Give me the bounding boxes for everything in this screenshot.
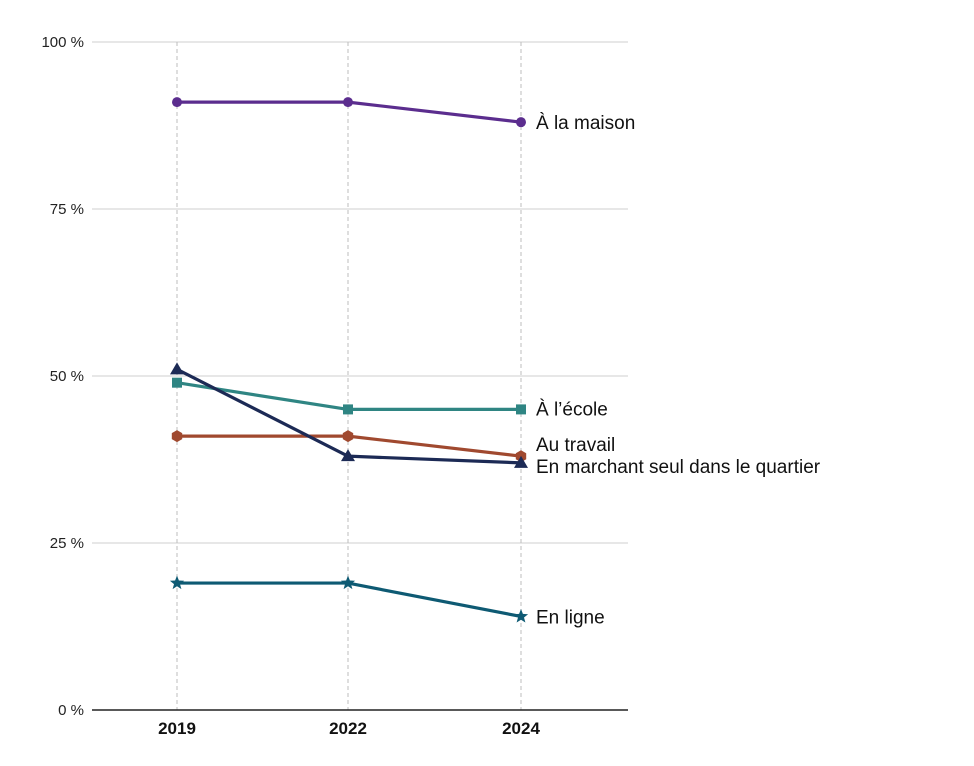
data-point bbox=[513, 609, 529, 623]
grid bbox=[92, 41, 628, 710]
data-point bbox=[342, 430, 354, 443]
y-tick-label: 0 % bbox=[58, 702, 84, 719]
data-point bbox=[172, 377, 182, 388]
data-point bbox=[516, 404, 526, 415]
data-point bbox=[171, 430, 183, 443]
series-4 bbox=[169, 575, 529, 623]
series-1 bbox=[172, 377, 526, 415]
y-tick-label: 75 % bbox=[50, 201, 84, 218]
y-axis: 0 % 25 % 50 % 75 % 100 % bbox=[41, 34, 84, 719]
series-label: À l’école bbox=[536, 399, 608, 420]
x-axis: 2019 2022 2024 bbox=[92, 709, 628, 738]
series-line bbox=[177, 581, 522, 619]
data-point bbox=[170, 362, 184, 375]
series-label: En marchant seul dans le quartier bbox=[536, 457, 821, 478]
y-tick-label: 25 % bbox=[50, 535, 84, 552]
data-point bbox=[172, 97, 182, 108]
data-point bbox=[343, 97, 353, 108]
series-0 bbox=[172, 97, 526, 128]
x-tick-label: 2019 bbox=[158, 719, 196, 738]
data-point bbox=[514, 455, 528, 468]
data-point bbox=[340, 575, 356, 590]
series-3 bbox=[170, 362, 528, 468]
series-label: À la maison bbox=[536, 113, 635, 134]
data-point bbox=[343, 404, 353, 415]
data-point bbox=[169, 575, 185, 590]
data-point bbox=[341, 449, 355, 462]
series-label: Au travail bbox=[536, 435, 615, 456]
x-tick-label: 2022 bbox=[329, 719, 367, 738]
y-tick-label: 50 % bbox=[50, 368, 84, 385]
series-lines bbox=[169, 97, 529, 623]
y-tick-label: 100 % bbox=[41, 34, 84, 51]
data-point bbox=[516, 117, 526, 128]
series-label: En ligne bbox=[536, 607, 605, 628]
x-tick-label: 2024 bbox=[502, 719, 540, 738]
